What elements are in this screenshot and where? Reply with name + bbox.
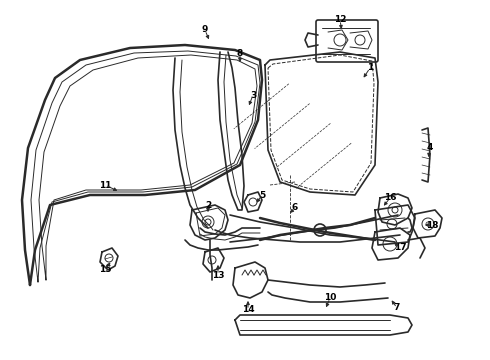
Text: 6: 6 (292, 203, 298, 212)
Text: 9: 9 (202, 26, 208, 35)
Text: 8: 8 (237, 49, 243, 58)
Text: 15: 15 (99, 266, 111, 274)
Text: 12: 12 (334, 15, 346, 24)
Text: 13: 13 (212, 270, 224, 279)
Text: 11: 11 (99, 180, 111, 189)
Text: 17: 17 (393, 243, 406, 252)
Text: 16: 16 (384, 194, 396, 202)
Text: 7: 7 (394, 303, 400, 312)
Text: 1: 1 (367, 63, 373, 72)
Text: 18: 18 (426, 220, 438, 230)
Text: 4: 4 (427, 144, 433, 153)
Text: 3: 3 (250, 90, 256, 99)
Text: 14: 14 (242, 306, 254, 315)
Text: 10: 10 (324, 293, 336, 302)
Text: 2: 2 (205, 201, 211, 210)
Text: 5: 5 (259, 190, 265, 199)
